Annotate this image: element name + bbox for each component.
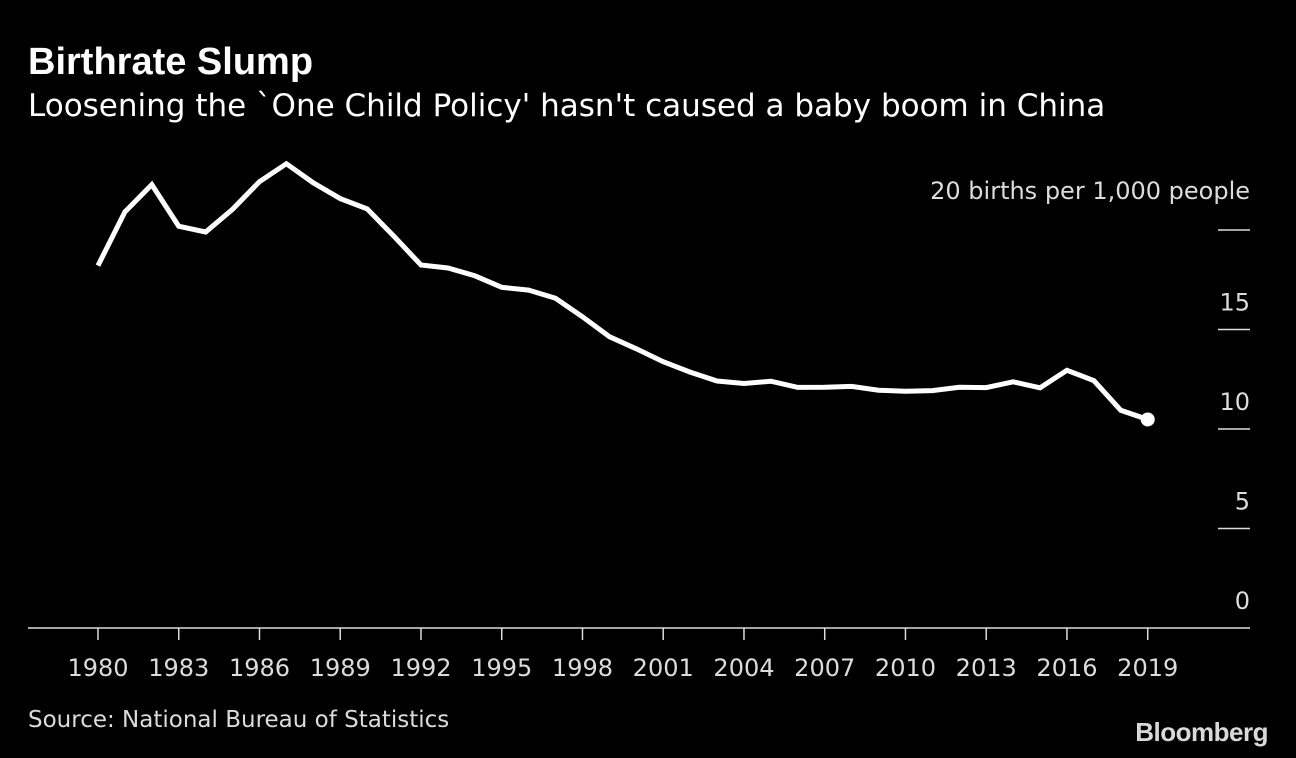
data-point-1999 <box>607 334 612 339</box>
x-tick-label: 1989 <box>310 654 371 682</box>
data-point-2001 <box>661 359 666 364</box>
x-tick-label: 1998 <box>552 654 613 682</box>
series-group <box>95 160 1155 427</box>
data-point-1980 <box>95 263 100 268</box>
bloomberg-logo: Bloomberg <box>1135 717 1268 747</box>
data-point-2018 <box>1118 408 1123 413</box>
data-point-1981 <box>122 209 127 214</box>
data-point-2002 <box>688 370 693 375</box>
x-tick-label: 1983 <box>148 654 209 682</box>
data-point-1986 <box>257 179 262 184</box>
y-tick-label: 5 <box>1235 488 1250 516</box>
data-point-2009 <box>876 388 881 393</box>
data-point-1988 <box>311 180 316 185</box>
y-tick-label: 10 <box>1219 388 1250 416</box>
x-tick-label: 2004 <box>713 654 774 682</box>
data-point-2007 <box>822 385 827 390</box>
y-tick-label: 15 <box>1219 289 1250 317</box>
data-point-2010 <box>903 389 908 394</box>
data-point-1983 <box>176 224 181 229</box>
x-tick-label: 2001 <box>633 654 694 682</box>
x-tick-label: 1980 <box>67 654 128 682</box>
data-point-1991 <box>392 234 397 239</box>
y-tick-label: 0 <box>1235 587 1250 615</box>
chart-title: Birthrate Slump <box>28 41 314 83</box>
data-point-1992 <box>418 263 423 268</box>
x-axis: 1980 1983 1986 1989 1992 1995 1998 2001 2004 2007… <box>28 627 1250 682</box>
chart-subtitle: Loosening the `One Child Policy' hasn't … <box>28 88 1106 124</box>
data-point-1994 <box>472 273 477 278</box>
data-point-2015 <box>1038 385 1043 390</box>
data-point-1987 <box>284 161 289 166</box>
data-point-2012 <box>957 385 962 390</box>
data-point-2017 <box>1091 378 1096 383</box>
data-point-2014 <box>1011 379 1016 384</box>
x-tick-label: 1992 <box>390 654 451 682</box>
x-tick-label: 2019 <box>1117 654 1178 682</box>
data-point-2000 <box>634 346 639 351</box>
y-unit-label: 20 births per 1,000 people <box>930 177 1250 205</box>
x-tick-label: 1986 <box>229 654 290 682</box>
data-point-2011 <box>930 388 935 393</box>
x-tick-label: 2010 <box>875 654 936 682</box>
y-axis: 0 5 10 15 20 births per 1,000 people <box>930 177 1250 615</box>
data-point-1989 <box>338 196 343 201</box>
data-point-1998 <box>580 314 585 319</box>
data-point-1997 <box>553 296 558 301</box>
x-tick-label: 2016 <box>1036 654 1097 682</box>
data-point-2016 <box>1064 368 1069 373</box>
data-point-1982 <box>149 182 154 187</box>
source-note: Source: National Bureau of Statistics <box>28 707 450 733</box>
data-point-1990 <box>365 206 370 211</box>
x-tick-label: 1995 <box>471 654 532 682</box>
data-point-1985 <box>230 207 235 212</box>
data-point-1984 <box>203 229 208 234</box>
data-point-1995 <box>499 285 504 290</box>
data-point-2004 <box>741 381 746 386</box>
data-point-2005 <box>768 379 773 384</box>
data-point-2013 <box>984 385 989 390</box>
data-point-1993 <box>445 266 450 271</box>
data-point-2006 <box>795 385 800 390</box>
x-tick-label: 2007 <box>794 654 855 682</box>
x-tick-label: 2013 <box>956 654 1017 682</box>
data-point-2008 <box>849 384 854 389</box>
series-line <box>95 160 1149 422</box>
end-marker <box>1140 412 1155 427</box>
data-point-1996 <box>526 288 531 293</box>
data-point-2003 <box>715 379 720 384</box>
